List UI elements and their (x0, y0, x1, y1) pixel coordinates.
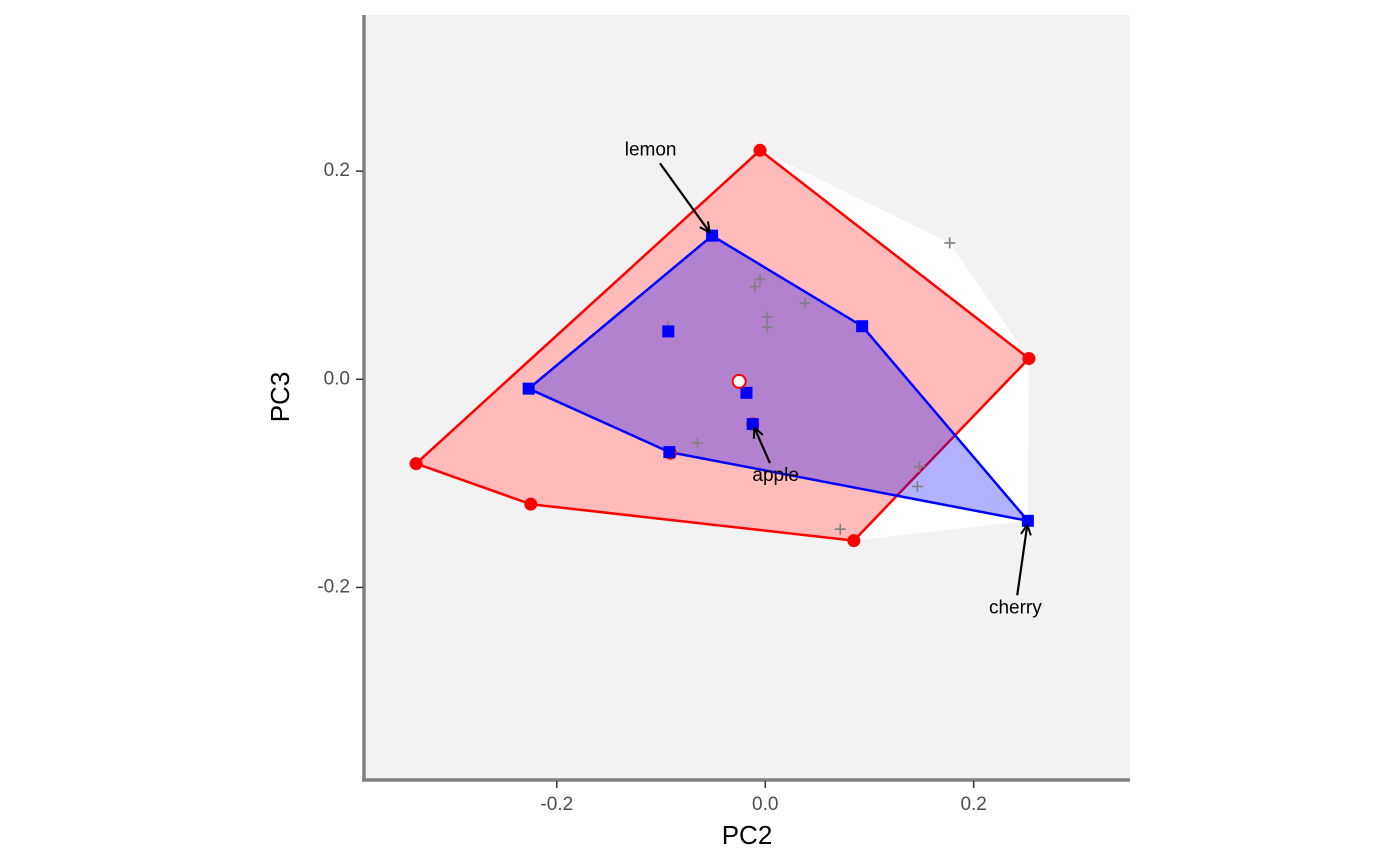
red-circle-point (524, 497, 538, 511)
annotation-label-apple: apple (752, 465, 799, 486)
blue-square-point (740, 386, 753, 399)
annotation-arrow-lemon (659, 162, 710, 232)
red-circle-point (753, 143, 767, 157)
annotation-layer: lemon apple cherry (625, 139, 1043, 618)
red-circle-point (847, 534, 861, 548)
mean-open-circle-point (731, 373, 747, 389)
cross-point (911, 480, 923, 492)
annotation-label-lemon: lemon (625, 139, 677, 160)
x-axis-ticks: -0.2 0.0 0.2 (540, 781, 987, 815)
annotation-arrow-cherry (1016, 525, 1027, 596)
cross-point (749, 281, 761, 293)
annotation-arrow-apple (754, 428, 771, 464)
cross-point (761, 321, 773, 333)
cross-point (834, 523, 846, 535)
blue-square-point (662, 325, 675, 338)
axes-layer: -0.2 0.0 0.2 -0.2 0.0 0.2 PC2 PC3 (265, 15, 1130, 850)
cross-point (754, 273, 766, 285)
red-circle-point (409, 457, 423, 471)
x-tick-label: 0.2 (960, 794, 986, 815)
blue-square-point (522, 382, 535, 395)
blue-square-point (663, 446, 676, 459)
overall-convex-hull (416, 150, 1029, 541)
y-tick-label: 0.0 (324, 368, 350, 389)
annotation-label-cherry: cherry (989, 597, 1042, 618)
blue-square-point (856, 320, 869, 333)
x-tick-label: -0.2 (540, 794, 573, 815)
cross-point (761, 311, 773, 323)
red-group-hull (414, 149, 1031, 542)
overall-hull-layer (416, 150, 1029, 541)
red-circle-point (1022, 351, 1036, 365)
cross-points-layer (662, 237, 956, 535)
cross-point (691, 437, 703, 449)
x-axis-title: PC2 (722, 820, 773, 850)
blue-group-hull (527, 234, 1030, 523)
group-hull-layer (414, 149, 1031, 542)
blue-square-point (746, 418, 759, 431)
y-tick-label: -0.2 (317, 576, 350, 597)
y-tick-label: 0.2 (324, 160, 350, 181)
y-axis-title: PC3 (265, 372, 295, 423)
cross-point (944, 237, 956, 249)
cross-point (913, 461, 925, 473)
y-axis-ticks: -0.2 0.0 0.2 (317, 160, 363, 597)
x-tick-label: 0.0 (752, 794, 778, 815)
cross-point (799, 297, 811, 309)
